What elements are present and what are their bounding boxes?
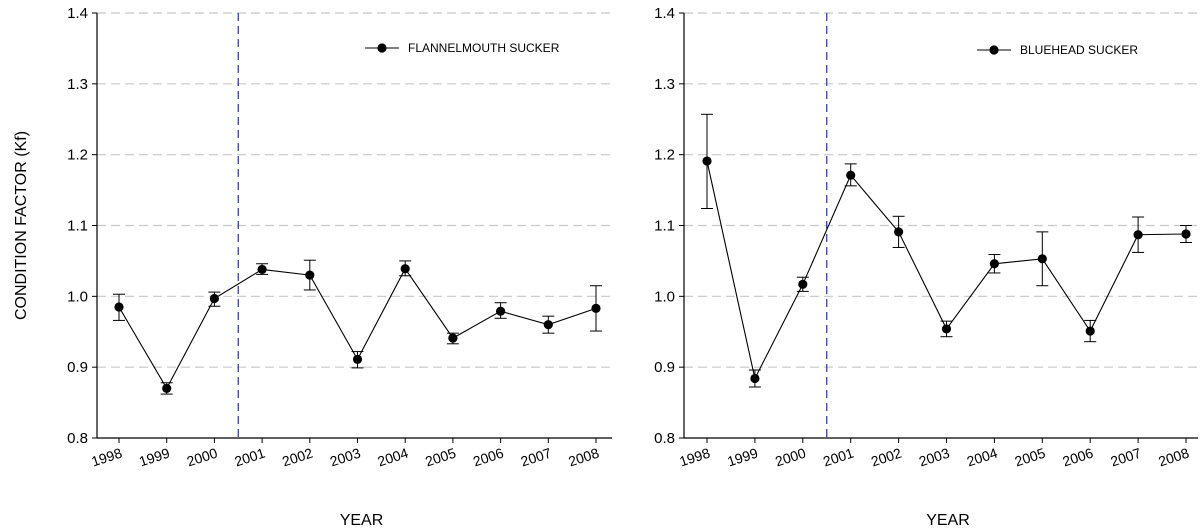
x-tick-label: 2004 bbox=[376, 445, 411, 470]
x-tick-label: 1998 bbox=[89, 445, 124, 470]
data-point bbox=[941, 324, 952, 334]
y-tick-label: 1.3 bbox=[67, 76, 88, 93]
data-point bbox=[543, 320, 553, 330]
data-point bbox=[257, 264, 267, 275]
y-axis-title: CONDITION FACTOR (Kf) bbox=[13, 131, 30, 320]
data-point bbox=[1037, 254, 1047, 264]
legend-label: FLANNELMOUTH SUCKER bbox=[408, 41, 560, 55]
y-tick-label: 1.0 bbox=[654, 288, 675, 305]
y-tick-label: 1.0 bbox=[67, 288, 88, 305]
y-tick-label: 0.8 bbox=[654, 430, 675, 447]
x-tick-label: 2008 bbox=[1156, 445, 1191, 470]
data-point bbox=[352, 354, 363, 364]
data-point bbox=[894, 227, 904, 237]
x-tick-label: 2007 bbox=[1108, 445, 1143, 470]
y-tick-label: 1.2 bbox=[654, 147, 675, 164]
x-tick-label: 2004 bbox=[965, 445, 1000, 470]
data-point bbox=[305, 270, 315, 280]
series-line bbox=[706, 160, 1187, 381]
data-point bbox=[209, 293, 219, 304]
y-tick-label: 0.9 bbox=[654, 359, 675, 376]
x-tick-label: 2008 bbox=[566, 445, 601, 470]
data-point bbox=[798, 279, 808, 289]
x-tick-label: 2001 bbox=[821, 445, 856, 470]
data-point bbox=[1181, 229, 1191, 239]
x-tick-label: 1999 bbox=[725, 445, 760, 470]
x-tick-label: 2006 bbox=[471, 445, 506, 470]
legend-marker bbox=[989, 45, 999, 55]
x-tick-label: 1999 bbox=[137, 445, 172, 470]
data-point bbox=[400, 264, 410, 274]
y-tick-label: 1.4 bbox=[67, 5, 88, 22]
data-point bbox=[750, 373, 760, 384]
series-line bbox=[118, 267, 597, 390]
x-tick-label: 2000 bbox=[185, 445, 220, 470]
x-axis-title: YEAR bbox=[340, 512, 384, 529]
x-tick-label: 2002 bbox=[280, 445, 315, 470]
chart-panel-bluehead: 0.8 0.9 1.0 1.1 1.2 1.3 1.4 1998 1999 2000 2001 200… bbox=[654, 5, 1198, 529]
x-axis-title: YEAR bbox=[926, 512, 970, 529]
y-tick-label: 1.3 bbox=[654, 76, 675, 93]
legend-label: BLUEHEAD SUCKER bbox=[1020, 43, 1138, 57]
x-tick-label: 2005 bbox=[423, 445, 458, 470]
x-tick-label: 1998 bbox=[677, 445, 712, 470]
x-tick-label: 2003 bbox=[917, 445, 952, 470]
data-point bbox=[1133, 230, 1143, 240]
x-tick-label: 2006 bbox=[1061, 445, 1096, 470]
x-tick-label: 2002 bbox=[869, 445, 904, 470]
data-point bbox=[162, 383, 172, 394]
y-tick-label: 1.1 bbox=[67, 218, 88, 235]
x-tick-label: 2001 bbox=[232, 445, 267, 470]
data-point bbox=[702, 156, 712, 166]
data-point bbox=[114, 302, 124, 312]
data-point bbox=[1085, 326, 1095, 336]
data-point bbox=[591, 303, 601, 313]
data-point bbox=[496, 306, 506, 316]
x-tick-label: 2005 bbox=[1013, 445, 1048, 470]
y-tick-label: 0.9 bbox=[67, 359, 88, 376]
legend-marker bbox=[377, 43, 387, 53]
chart-panel-flannelmouth: 0.8 0.9 1.0 1.1 1.2 1.3 1.4 1998 1999 2000 2001 200… bbox=[13, 5, 612, 529]
data-point bbox=[448, 333, 458, 343]
x-tick-label: 2000 bbox=[773, 445, 808, 470]
data-point bbox=[846, 170, 856, 180]
y-tick-label: 1.4 bbox=[654, 5, 675, 22]
y-tick-label: 0.8 bbox=[67, 430, 88, 447]
y-tick-label: 1.1 bbox=[654, 218, 675, 235]
x-tick-label: 2007 bbox=[519, 445, 554, 470]
y-tick-label: 1.2 bbox=[67, 147, 88, 164]
data-point bbox=[989, 259, 1000, 269]
x-tick-label: 2003 bbox=[328, 445, 363, 470]
